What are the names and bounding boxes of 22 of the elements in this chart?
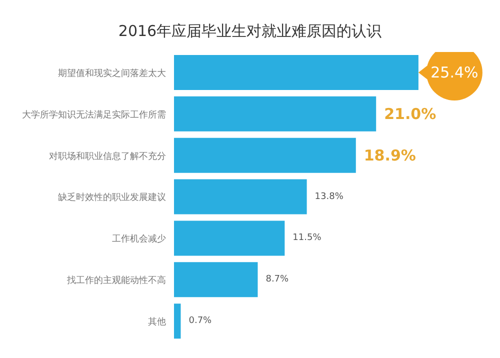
y-tick-label: 对职场和职业信息了解不充分 (49, 150, 166, 162)
bar (174, 220, 285, 256)
data-label: 13.8% (314, 192, 344, 202)
y-tick-label: 期望值和现实之间落差太大 (58, 68, 166, 79)
y-tick-label: 找工作的主观能动性不高 (66, 275, 166, 286)
data-label: 0.7% (188, 316, 212, 326)
bar (174, 96, 376, 132)
data-label: 18.9% (364, 146, 416, 164)
y-tick-label: 其他 (148, 316, 166, 328)
y-tick-label: 工作机会减少 (112, 234, 166, 245)
data-label: 25.4% (430, 64, 478, 82)
y-tick-label: 缺乏时效性的职业发展建议 (58, 192, 166, 204)
chart-title: 2016年应届毕业生对就业难原因的认识 (117, 22, 383, 42)
bar (174, 55, 418, 90)
y-tick-label: 大学所学知识无法满足实际工作所需 (22, 109, 166, 120)
data-label: 11.5% (292, 233, 322, 244)
data-label: 8.7% (266, 274, 290, 285)
bar (174, 262, 258, 298)
data-label: 21.0% (384, 104, 436, 123)
bar (174, 179, 307, 214)
bar (174, 138, 356, 173)
bar (174, 304, 181, 339)
